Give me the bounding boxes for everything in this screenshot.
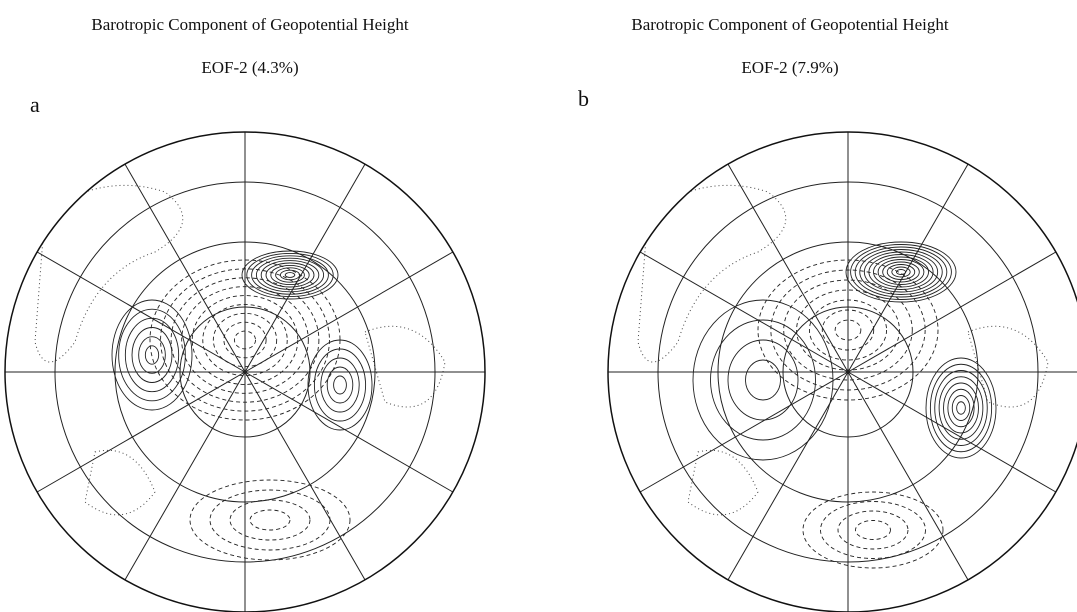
contour bbox=[261, 261, 319, 290]
contour bbox=[860, 250, 943, 295]
contour bbox=[314, 349, 365, 421]
figure: Barotropic Component of Geopotential Hei… bbox=[0, 0, 1077, 612]
contour bbox=[728, 340, 798, 420]
contour bbox=[334, 376, 347, 394]
panel-title: Barotropic Component of Geopotential Hei… bbox=[91, 15, 409, 34]
panel-label: b bbox=[578, 86, 589, 111]
contour bbox=[874, 257, 929, 287]
contour bbox=[803, 492, 943, 568]
land bbox=[35, 185, 445, 515]
meridian bbox=[848, 372, 1056, 492]
panel-subtitle: EOF-2 (7.9%) bbox=[741, 58, 838, 77]
meridian bbox=[245, 372, 365, 580]
contour bbox=[939, 377, 983, 440]
contour bbox=[957, 402, 966, 415]
contour bbox=[846, 242, 956, 302]
meridian bbox=[245, 252, 453, 372]
contour bbox=[711, 320, 816, 440]
contour bbox=[926, 358, 996, 458]
meridian bbox=[848, 164, 968, 372]
contour bbox=[250, 510, 290, 530]
panel-subtitle: EOF-2 (4.3%) bbox=[201, 58, 298, 77]
contour bbox=[280, 270, 299, 280]
meridian bbox=[37, 372, 245, 492]
meridian bbox=[728, 164, 848, 372]
map-panel bbox=[608, 132, 1077, 612]
contour bbox=[266, 263, 314, 287]
panel-label: a bbox=[30, 92, 40, 117]
contour bbox=[821, 502, 926, 559]
contour bbox=[321, 358, 359, 412]
meridian bbox=[245, 372, 453, 492]
meridian bbox=[125, 372, 245, 580]
contour bbox=[230, 500, 310, 540]
map-panel bbox=[5, 132, 485, 612]
land bbox=[638, 185, 1048, 515]
contour bbox=[210, 490, 330, 550]
contour bbox=[285, 273, 295, 278]
contour bbox=[952, 396, 970, 421]
meridian bbox=[640, 372, 848, 492]
contour bbox=[693, 300, 833, 460]
contour bbox=[746, 360, 781, 400]
contour bbox=[892, 267, 910, 277]
panel-title: Barotropic Component of Geopotential Hei… bbox=[631, 15, 949, 34]
contour bbox=[935, 371, 988, 446]
contour bbox=[308, 340, 372, 430]
contour bbox=[271, 265, 309, 284]
contour bbox=[190, 480, 350, 560]
contour bbox=[856, 521, 891, 540]
